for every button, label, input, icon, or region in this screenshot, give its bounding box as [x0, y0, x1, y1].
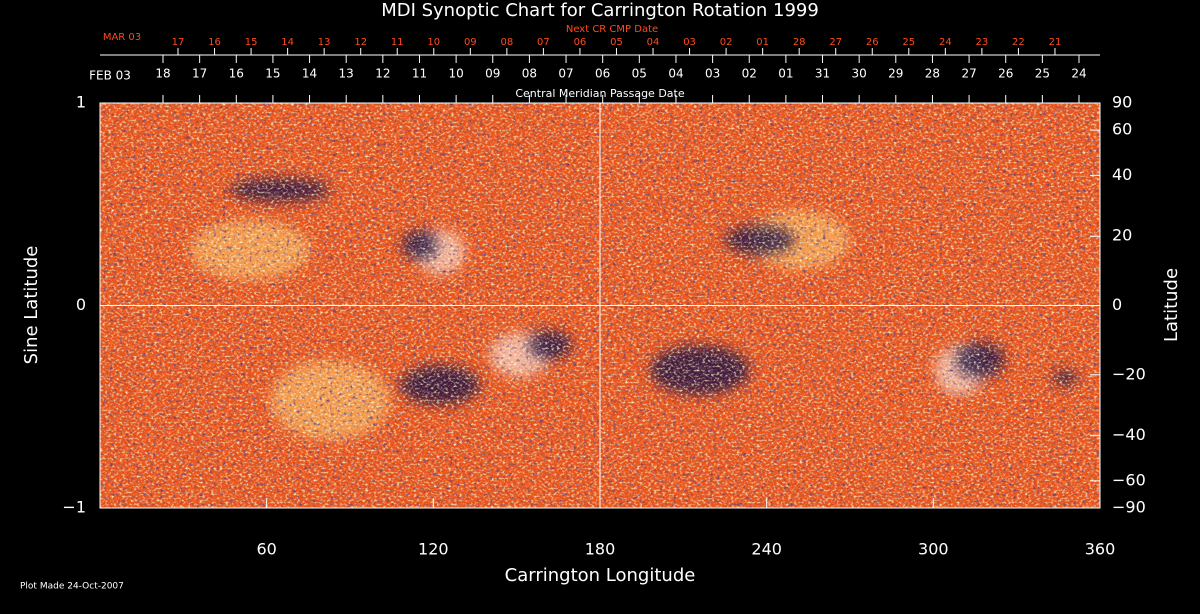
cmp-day: 12: [375, 67, 390, 81]
x-tick-label: 300: [918, 540, 949, 559]
next-cr-day: 13: [318, 37, 331, 48]
cmp-day: 16: [229, 67, 244, 81]
next-cr-day: 08: [500, 37, 513, 48]
y2-tick-label: −40: [1112, 425, 1146, 444]
x-tick-label: 240: [751, 540, 782, 559]
chart-title: MDI Synoptic Chart for Carrington Rotati…: [381, 0, 819, 21]
next-cr-day: 11: [391, 37, 404, 48]
next-cr-day: 24: [939, 37, 952, 48]
x-tick-label: 120: [418, 540, 449, 559]
cmp-day: 25: [1035, 67, 1050, 81]
y-tick-label: 1: [76, 93, 86, 112]
cmp-day: 13: [339, 67, 354, 81]
cmp-day: 11: [412, 67, 427, 81]
next-cr-day: 05: [610, 37, 623, 48]
cmp-day: 24: [1071, 67, 1086, 81]
next-cr-day: 15: [245, 37, 258, 48]
next-cr-day: 16: [208, 37, 221, 48]
next-cr-day: 17: [172, 37, 185, 48]
next-cr-day: 21: [1049, 37, 1062, 48]
y-tick-label: −1: [62, 498, 86, 517]
cmp-day: 09: [485, 67, 500, 81]
cmp-day: 06: [595, 67, 610, 81]
x-tick-label: 360: [1085, 540, 1116, 559]
y2-tick-label: 60: [1112, 120, 1132, 139]
cmp-day: 31: [815, 67, 830, 81]
cmp-day: 27: [961, 67, 976, 81]
next-cr-day: 23: [976, 37, 989, 48]
cmp-day: 26: [998, 67, 1013, 81]
y-tick-label: 0: [76, 295, 86, 314]
y2-tick-label: 90: [1112, 93, 1132, 112]
x-tick-label: 180: [585, 540, 616, 559]
next-cr-day: 27: [829, 37, 842, 48]
cmp-day: 01: [778, 67, 793, 81]
x-tick-label: 60: [256, 540, 276, 559]
y2-tick-label: 20: [1112, 226, 1132, 245]
cmp-day: 04: [668, 67, 683, 81]
next-cr-day: 10: [427, 37, 440, 48]
x-axis-label: Carrington Longitude: [505, 565, 696, 586]
y2-tick-label: −90: [1112, 498, 1146, 517]
cmp-day: 08: [522, 67, 537, 81]
cmp-day: 18: [155, 67, 170, 81]
y2-tick-label: −20: [1112, 364, 1146, 383]
next-cr-day: 14: [281, 37, 294, 48]
next-cr-day: 04: [647, 37, 660, 48]
next-cr-day: 28: [793, 37, 806, 48]
next-cr-day: 06: [574, 37, 587, 48]
y2-axis-label: Latitude: [1161, 268, 1182, 342]
next-cr-day: 25: [902, 37, 915, 48]
cmp-day: 29: [888, 67, 903, 81]
cmp-day: 03: [705, 67, 720, 81]
next-cr-day: 22: [1012, 37, 1025, 48]
cmp-start: FEB 03: [89, 69, 131, 83]
next-cr-day: 26: [866, 37, 879, 48]
cmp-day: 10: [448, 67, 463, 81]
next-cr-day: 07: [537, 37, 550, 48]
footer: Plot Made 24-Oct-2007: [20, 582, 124, 592]
cmp-day: 02: [742, 67, 757, 81]
y2-tick-label: 0: [1112, 295, 1122, 314]
next-cr-start: MAR 03: [103, 32, 141, 43]
cmp-day: 30: [852, 67, 867, 81]
next-cr-label: Next CR CMP Date: [566, 24, 658, 35]
next-cr-day: 12: [354, 37, 367, 48]
cmp-day: 14: [302, 67, 317, 81]
cmp-day: 17: [192, 67, 207, 81]
next-cr-day: 09: [464, 37, 477, 48]
next-cr-day: 03: [683, 37, 696, 48]
cmp-day: 28: [925, 67, 940, 81]
y2-tick-label: 40: [1112, 165, 1132, 184]
y2-tick-label: −60: [1112, 470, 1146, 489]
cmp-day: 15: [265, 67, 280, 81]
next-cr-day: 01: [756, 37, 769, 48]
cmp-day: 05: [632, 67, 647, 81]
cmp-day: 07: [558, 67, 573, 81]
cmp-label: Central Meridian Passage Date: [515, 87, 684, 100]
next-cr-day: 02: [720, 37, 733, 48]
y-axis-label: Sine Latitude: [21, 246, 42, 365]
